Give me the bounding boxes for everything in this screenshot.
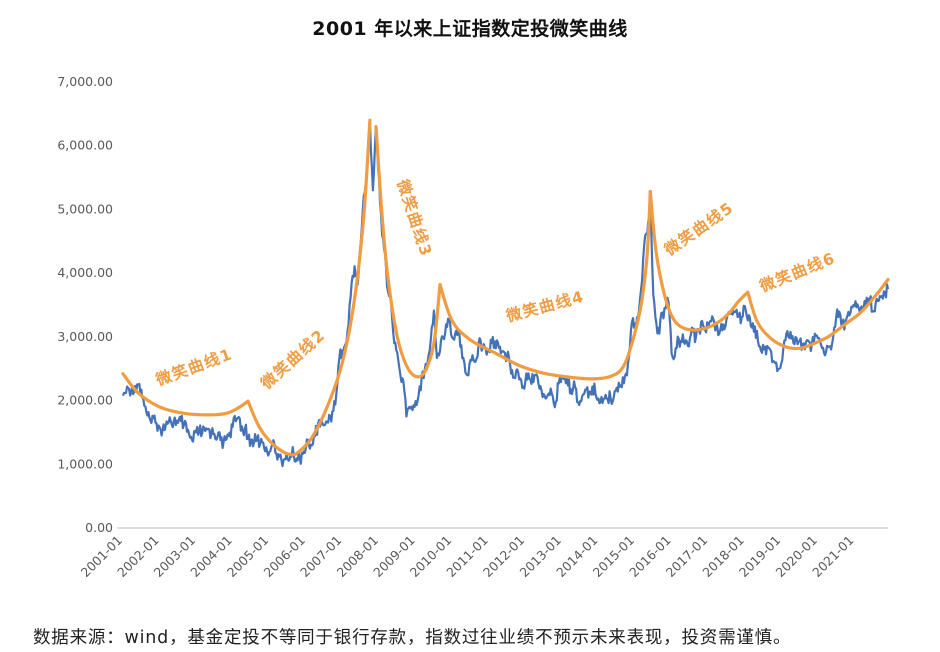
smile-curve-label: 微笑曲线5 — [660, 198, 737, 260]
y-axis-tick-label: 4,000.00 — [57, 265, 113, 280]
y-axis-tick-label: 5,000.00 — [57, 201, 113, 216]
smile-curve-label: 微笑曲线4 — [503, 287, 586, 326]
smile-curve-label: 微笑曲线6 — [756, 248, 838, 296]
smile-curve — [246, 118, 372, 457]
smile-curve — [438, 190, 652, 381]
index-line — [121, 119, 890, 468]
y-axis-tick-label: 0.00 — [85, 520, 113, 535]
y-axis-tick-label: 3,000.00 — [57, 329, 113, 344]
y-axis-tick-label: 6,000.00 — [57, 138, 113, 153]
y-axis-tick-label: 1,000.00 — [57, 456, 113, 471]
y-axis-tick-label: 2,000.00 — [57, 393, 113, 408]
smile-curve-label: 微笑曲线1 — [152, 344, 235, 390]
smile-curve-label: 微笑曲线3 — [393, 176, 436, 259]
chart-title: 2001 年以来上证指数定投微笑曲线 — [312, 18, 628, 40]
smile-curve — [374, 125, 442, 379]
smile-curve — [121, 372, 250, 417]
smile-curve — [746, 277, 890, 351]
smile-curve-label: 微笑曲线2 — [256, 325, 329, 394]
chart-footnote: 数据来源：wind，基金定投不等同于银行存款，指数过往业绩不预示未来表现，投资需… — [33, 628, 792, 648]
y-axis-tick-label: 7,000.00 — [57, 74, 113, 89]
smile-curve — [648, 190, 750, 332]
